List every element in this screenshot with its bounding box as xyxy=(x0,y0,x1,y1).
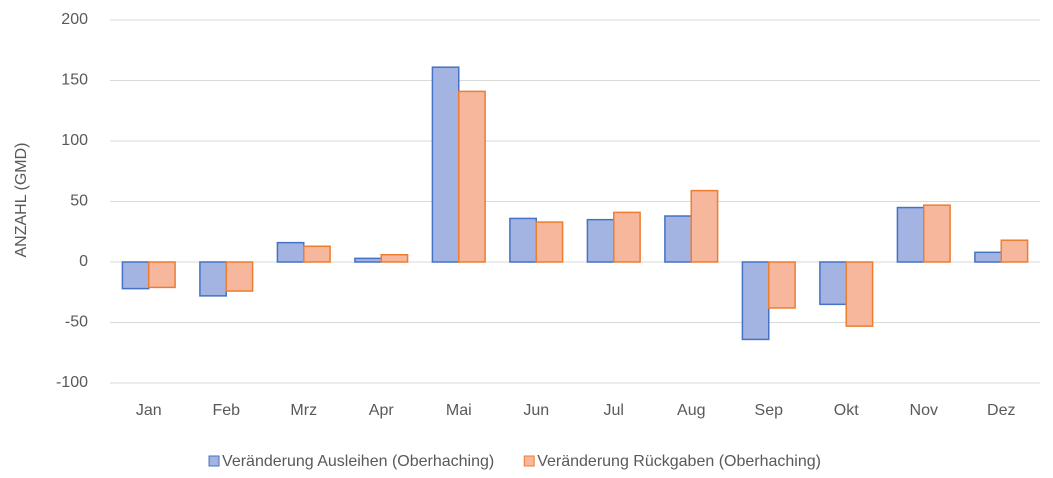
x-tick-label: Sep xyxy=(755,402,784,419)
bar xyxy=(535,221,564,263)
bar xyxy=(431,66,460,263)
bar xyxy=(690,189,719,263)
bar xyxy=(741,261,770,341)
bar xyxy=(1000,239,1029,263)
bar xyxy=(199,261,227,297)
bar xyxy=(148,261,176,289)
legend: Veränderung Ausleihen (Oberhaching) Verän… xyxy=(208,453,821,470)
x-tick-label: Feb xyxy=(212,402,240,419)
bar xyxy=(303,245,331,263)
y-tick-label: 200 xyxy=(61,11,88,28)
y-tick-label: 0 xyxy=(79,253,88,270)
bar xyxy=(974,251,1003,263)
y-tick-label: 50 xyxy=(70,193,88,210)
bar xyxy=(613,211,641,263)
bar xyxy=(458,90,486,263)
bar xyxy=(664,215,693,263)
bar xyxy=(896,206,925,263)
y-tick-label: -50 xyxy=(65,314,88,331)
bar xyxy=(845,261,874,327)
bar xyxy=(923,204,951,263)
x-tick-label: Nov xyxy=(910,402,938,419)
legend-label: Veränderung Rückgaben (Oberhaching) xyxy=(537,453,821,470)
bar xyxy=(768,261,796,309)
x-tick-label: Okt xyxy=(834,402,859,419)
bar xyxy=(276,241,305,263)
x-tick-label: Mai xyxy=(446,402,472,419)
bar xyxy=(509,217,537,263)
x-tick-label: Aug xyxy=(677,402,705,419)
x-tick-label: Mrz xyxy=(290,402,317,419)
bar xyxy=(225,261,254,292)
bar xyxy=(380,253,409,263)
legend-swatch xyxy=(208,455,220,467)
bar xyxy=(354,257,382,263)
legend-swatch xyxy=(523,455,535,467)
bar xyxy=(586,218,615,263)
x-tick-label: Jun xyxy=(523,402,549,419)
bar xyxy=(121,261,150,290)
y-axis-label: ANZAHL (GMD) xyxy=(13,143,30,258)
y-tick-label: -100 xyxy=(56,374,88,391)
x-tick-label: Jan xyxy=(136,402,162,419)
x-tick-label: Jul xyxy=(604,402,624,419)
x-tick-label: Dez xyxy=(987,402,1015,419)
x-tick-label: Apr xyxy=(369,402,395,419)
legend-label: Veränderung Ausleihen (Oberhaching) xyxy=(222,453,494,470)
bar xyxy=(819,261,848,306)
y-tick-label: 150 xyxy=(61,72,88,89)
y-tick-label: 100 xyxy=(61,132,88,149)
